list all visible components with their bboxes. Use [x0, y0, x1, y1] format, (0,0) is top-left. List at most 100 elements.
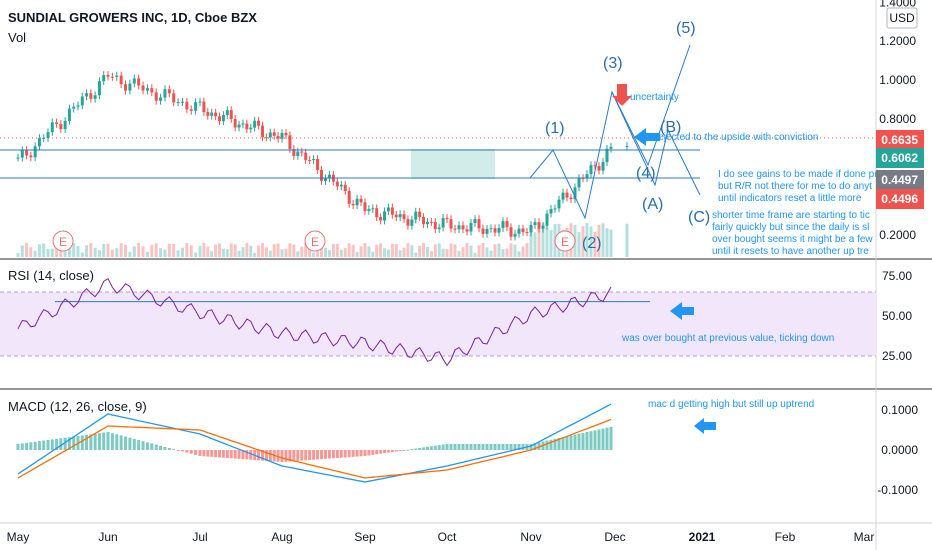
volume-bar — [481, 243, 485, 257]
earnings-marker-2[interactable]: E — [304, 230, 326, 252]
rsi-band — [0, 292, 876, 356]
candle-body — [214, 112, 218, 117]
candle-body — [119, 75, 123, 85]
volume-bar — [257, 245, 261, 257]
earnings-marker-3[interactable]: E — [554, 230, 576, 252]
macd-histogram-bar — [422, 447, 426, 450]
volume-bar — [132, 246, 136, 257]
annotation-gains-2: but R/R not there for me to do anyt — [718, 181, 872, 192]
macd-layer — [16, 403, 613, 483]
earnings-marker-1[interactable]: E — [52, 230, 74, 252]
candle-body — [383, 211, 387, 221]
currency-box[interactable] — [886, 7, 918, 29]
annotation-rsi: was over bought at previous value, ticki… — [621, 333, 834, 344]
candle-body — [533, 222, 537, 225]
candle-body — [272, 132, 276, 136]
candle-body — [264, 137, 268, 139]
x-tick-label: Sep — [354, 530, 376, 544]
volume-bar — [383, 248, 387, 257]
volume-bar — [172, 244, 176, 257]
volume-bar — [386, 249, 390, 257]
macd-histogram-bar — [264, 450, 268, 461]
annotation-gains-1: I do see gains to be made if done pr — [718, 169, 878, 180]
macd-histogram-bar — [406, 449, 410, 451]
candle-body — [577, 177, 581, 188]
rsi-tick-label: 50.00 — [882, 309, 912, 323]
candle-body — [296, 151, 300, 156]
volume-bar — [625, 223, 629, 257]
candle-body — [569, 197, 573, 200]
volume-bar — [425, 246, 429, 257]
candle-body — [241, 123, 245, 125]
rsi-title: RSI (14, close) — [8, 268, 94, 283]
candle-body — [189, 109, 193, 111]
candle-body — [477, 219, 481, 229]
macd-histogram-bar — [229, 450, 233, 459]
volume-bar — [268, 250, 272, 257]
candle-body — [280, 132, 284, 139]
consolidation-zone — [411, 149, 495, 179]
candle-body — [398, 214, 402, 218]
candle-body — [445, 217, 449, 220]
macd-histogram-bar — [327, 450, 331, 459]
volume-bar — [501, 249, 505, 257]
macd-histogram-bar — [268, 450, 272, 462]
volume-bar — [521, 246, 525, 257]
annotation-gains-3: until indicators reset a little more — [718, 193, 862, 204]
volume-bar — [601, 223, 605, 257]
volume-bar — [128, 251, 132, 257]
candle-body — [327, 174, 331, 179]
macd-histogram-bar — [481, 444, 485, 450]
macd-histogram-bar — [537, 442, 541, 450]
macd-histogram-bar — [119, 435, 123, 450]
macd-histogram-bar — [202, 450, 206, 457]
macd-histogram-bar — [185, 450, 189, 453]
macd-histogram-bar — [249, 450, 253, 460]
volume-bar — [422, 243, 426, 257]
volume-bar — [339, 249, 343, 257]
volume-bar — [445, 249, 449, 257]
volume-bar — [320, 243, 324, 257]
price-tick-label: 1.0000 — [879, 73, 916, 87]
macd-histogram-bar — [145, 442, 149, 450]
volume-bar — [327, 250, 331, 257]
macd-histogram-bar — [300, 450, 304, 461]
volume-bar — [473, 252, 477, 257]
x-tick-label: 2021 — [689, 530, 716, 544]
candle-body — [549, 208, 553, 214]
macd-histogram-bar — [159, 445, 163, 450]
candle-body — [323, 178, 327, 181]
candle-body — [233, 119, 237, 128]
candle-body — [375, 208, 379, 218]
macd-histogram-bar — [363, 450, 367, 456]
macd-histogram-bar — [214, 450, 218, 458]
macd-histogram-bar — [589, 431, 593, 450]
volume-bar — [308, 245, 312, 257]
macd-histogram-bar — [441, 444, 445, 450]
candle-body — [308, 160, 312, 162]
volume-bar — [237, 250, 241, 257]
candle-body — [525, 231, 529, 233]
macd-histogram-bar — [304, 450, 308, 461]
macd-histogram-bar — [110, 433, 114, 450]
candle-body — [159, 97, 163, 101]
macd-title: MACD (12, 26, close, 9) — [8, 399, 147, 414]
macd-histogram-bar — [355, 450, 359, 457]
volume-bar — [124, 244, 128, 257]
macd-histogram-bar — [457, 444, 461, 450]
volume-bar — [477, 245, 481, 257]
macd-histogram-bar — [210, 450, 214, 457]
annotation-timeframe-1: shorter time frame are starting to tic — [712, 210, 870, 221]
earnings-text: E — [561, 235, 569, 249]
candle-body — [150, 88, 154, 93]
candle-body — [206, 112, 210, 116]
candle-body — [469, 223, 473, 232]
volume-bar — [414, 252, 418, 257]
candle-body — [210, 112, 214, 116]
macd-histogram-bar — [141, 441, 145, 450]
macd-histogram-bar — [437, 445, 441, 450]
macd-histogram-bar — [553, 438, 557, 450]
volume-bar — [513, 244, 517, 257]
volume-bar — [541, 223, 545, 257]
macd-histogram-bar — [137, 440, 141, 450]
